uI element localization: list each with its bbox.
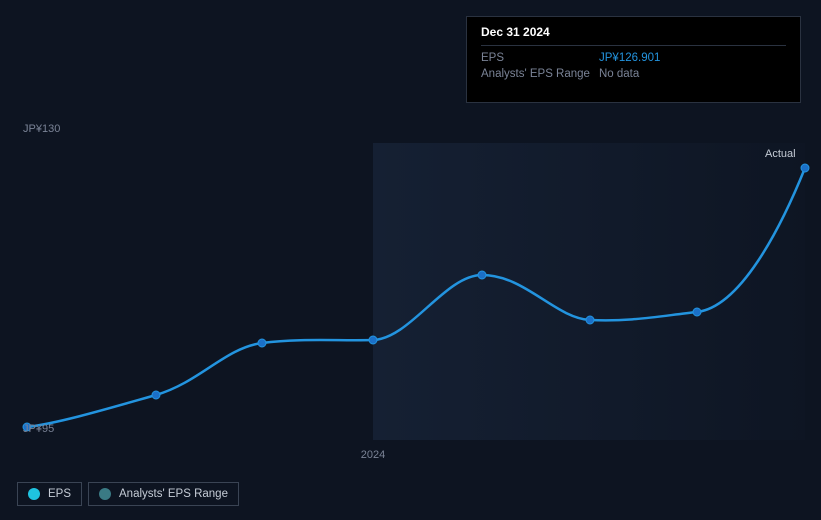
legend-item[interactable]: EPS [17,482,82,506]
legend: EPS Analysts' EPS Range [17,482,239,506]
eps-point[interactable] [369,336,377,344]
eps-point[interactable] [258,339,266,347]
legend-label: Analysts' EPS Range [119,488,228,500]
eps-point[interactable] [586,316,594,324]
eps-series [23,164,809,431]
eps-points [23,164,809,431]
tooltip-row-label: EPS [481,52,599,64]
legend-item[interactable]: Analysts' EPS Range [88,482,239,506]
tooltip-date: Dec 31 2024 [481,25,786,46]
x-axis-label: 2024 [361,449,385,461]
y-axis-label: JP¥130 [23,123,60,135]
tooltip-rows: EPSJP¥126.901Analysts' EPS RangeNo data [481,50,786,82]
legend-swatch-icon [99,488,111,500]
region-label-actual: Actual [765,148,796,160]
chart-tooltip: Dec 31 2024 EPSJP¥126.901Analysts' EPS R… [466,16,801,103]
tooltip-row-value: No data [599,68,639,80]
tooltip-row: Analysts' EPS RangeNo data [481,66,786,82]
eps-point[interactable] [693,308,701,316]
eps-line [27,168,805,427]
eps-point[interactable] [801,164,809,172]
legend-swatch-icon [28,488,40,500]
tooltip-row-label: Analysts' EPS Range [481,68,599,80]
eps-point[interactable] [152,391,160,399]
tooltip-row: EPSJP¥126.901 [481,50,786,66]
eps-point[interactable] [478,271,486,279]
eps-chart: Actual Dec 31 2024 EPSJP¥126.901Analysts… [0,0,821,520]
y-axis-label: JP¥95 [23,423,54,435]
legend-label: EPS [48,488,71,500]
tooltip-row-value: JP¥126.901 [599,52,660,64]
